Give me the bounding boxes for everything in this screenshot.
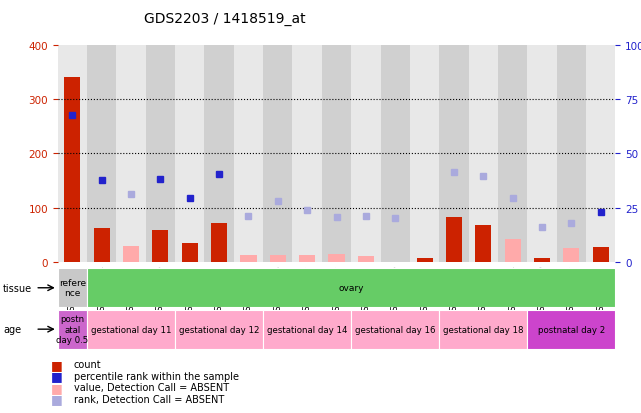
Bar — [528, 45, 556, 262]
Bar — [117, 45, 146, 262]
Text: ■: ■ — [51, 358, 63, 371]
Bar — [381, 45, 410, 262]
Text: gestational day 14: gestational day 14 — [267, 325, 347, 334]
Text: percentile rank within the sample: percentile rank within the sample — [74, 371, 238, 381]
Text: gestational day 12: gestational day 12 — [179, 325, 260, 334]
Text: postnatal day 2: postnatal day 2 — [538, 325, 605, 334]
Bar — [94, 229, 110, 262]
Text: postn
atal
day 0.5: postn atal day 0.5 — [56, 315, 88, 344]
Bar — [351, 45, 381, 262]
Text: refere
nce: refere nce — [59, 278, 86, 298]
Text: age: age — [3, 324, 21, 335]
Bar — [475, 225, 492, 262]
Text: GDS2203 / 1418519_at: GDS2203 / 1418519_at — [144, 12, 305, 26]
Text: rank, Detection Call = ABSENT: rank, Detection Call = ABSENT — [74, 394, 224, 404]
Bar — [563, 249, 579, 262]
Text: ovary: ovary — [338, 284, 364, 292]
Text: gestational day 11: gestational day 11 — [91, 325, 171, 334]
Bar — [299, 256, 315, 262]
Bar — [234, 45, 263, 262]
Bar — [593, 247, 609, 262]
Bar — [240, 256, 256, 262]
Text: ■: ■ — [51, 369, 63, 382]
Bar — [87, 45, 117, 262]
Bar — [263, 310, 351, 349]
Text: count: count — [74, 359, 101, 369]
Bar — [504, 240, 520, 262]
Text: value, Detection Call = ABSENT: value, Detection Call = ABSENT — [74, 382, 229, 392]
Bar — [58, 268, 87, 308]
Bar — [586, 45, 615, 262]
Bar — [439, 310, 528, 349]
Bar — [123, 246, 139, 262]
Text: ■: ■ — [51, 392, 63, 406]
Bar — [58, 45, 87, 262]
Bar — [417, 258, 433, 262]
Bar — [270, 256, 286, 262]
Bar — [181, 243, 198, 262]
Text: tissue: tissue — [3, 283, 32, 293]
Bar — [64, 78, 80, 262]
Bar — [556, 45, 586, 262]
Bar — [498, 45, 528, 262]
Bar — [358, 257, 374, 262]
Bar — [175, 310, 263, 349]
Bar — [528, 310, 615, 349]
Bar — [534, 258, 550, 262]
Text: ■: ■ — [51, 381, 63, 394]
Bar — [211, 223, 227, 262]
Bar — [58, 310, 87, 349]
Bar — [175, 45, 204, 262]
Bar — [351, 310, 439, 349]
Bar — [204, 45, 234, 262]
Bar — [439, 45, 469, 262]
Text: gestational day 16: gestational day 16 — [355, 325, 435, 334]
Bar — [87, 310, 175, 349]
Bar — [469, 45, 498, 262]
Bar — [263, 45, 292, 262]
Bar — [322, 45, 351, 262]
Bar — [410, 45, 439, 262]
Text: gestational day 18: gestational day 18 — [443, 325, 524, 334]
Bar — [446, 218, 462, 262]
Bar — [292, 45, 322, 262]
Bar — [153, 231, 169, 262]
Bar — [146, 45, 175, 262]
Bar — [328, 254, 345, 262]
